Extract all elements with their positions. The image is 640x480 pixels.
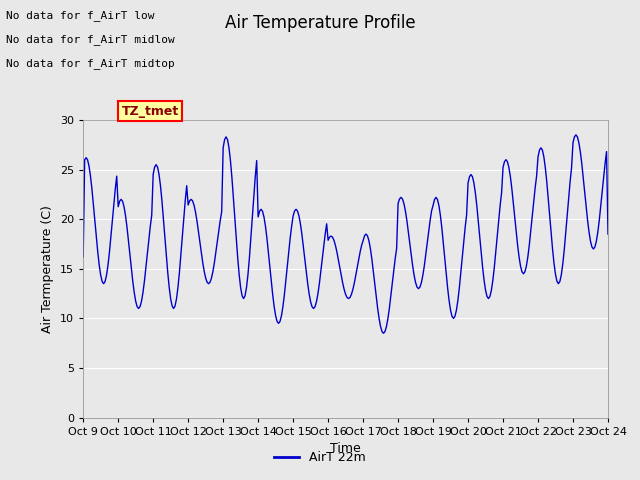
X-axis label: Time: Time xyxy=(330,442,361,455)
Text: No data for f_AirT midlow: No data for f_AirT midlow xyxy=(6,34,175,45)
Text: No data for f_AirT midtop: No data for f_AirT midtop xyxy=(6,58,175,69)
Text: Air Temperature Profile: Air Temperature Profile xyxy=(225,14,415,33)
Text: No data for f_AirT low: No data for f_AirT low xyxy=(6,10,155,21)
Y-axis label: Air Termperature (C): Air Termperature (C) xyxy=(42,205,54,333)
Text: TZ_tmet: TZ_tmet xyxy=(122,105,179,118)
Legend: AirT 22m: AirT 22m xyxy=(269,446,371,469)
